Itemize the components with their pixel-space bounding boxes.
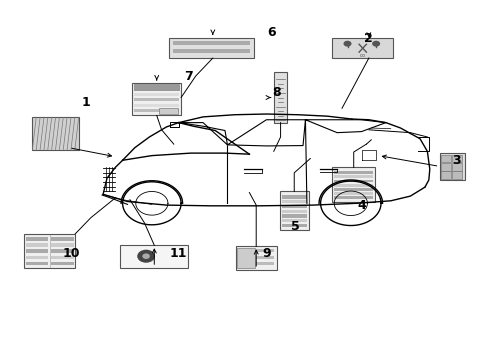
- Bar: [440, 163, 450, 171]
- Bar: [440, 155, 450, 162]
- Bar: [281, 210, 306, 213]
- Bar: [451, 155, 462, 162]
- Text: 7: 7: [183, 69, 192, 82]
- Circle shape: [137, 250, 155, 263]
- Text: oo: oo: [359, 53, 365, 58]
- Bar: [333, 180, 372, 183]
- Bar: [333, 184, 372, 186]
- Bar: [279, 191, 308, 230]
- Bar: [281, 195, 306, 199]
- Bar: [25, 262, 48, 265]
- Bar: [159, 108, 177, 114]
- Bar: [281, 219, 306, 222]
- Text: 9: 9: [262, 247, 270, 260]
- Bar: [172, 49, 250, 53]
- Bar: [273, 72, 287, 123]
- Bar: [440, 171, 450, 179]
- Bar: [120, 244, 188, 268]
- Bar: [281, 214, 306, 217]
- Bar: [451, 163, 462, 171]
- Bar: [25, 256, 48, 259]
- Bar: [134, 109, 179, 112]
- Bar: [134, 84, 179, 91]
- Bar: [51, 256, 74, 259]
- Bar: [256, 262, 273, 265]
- Bar: [32, 117, 79, 149]
- Bar: [281, 224, 306, 227]
- Bar: [331, 167, 374, 202]
- Bar: [451, 171, 462, 179]
- Bar: [281, 205, 306, 208]
- Bar: [172, 41, 250, 45]
- Text: 2: 2: [364, 32, 372, 45]
- Text: 6: 6: [266, 27, 275, 40]
- Circle shape: [142, 253, 150, 259]
- Bar: [439, 153, 464, 180]
- Bar: [281, 200, 306, 203]
- Bar: [25, 249, 48, 253]
- Bar: [333, 171, 372, 174]
- Text: 1: 1: [81, 96, 90, 109]
- Bar: [134, 98, 179, 101]
- Text: 10: 10: [62, 247, 80, 260]
- Bar: [51, 262, 74, 265]
- Bar: [51, 243, 74, 247]
- Bar: [134, 104, 179, 107]
- Bar: [132, 83, 181, 116]
- Bar: [51, 249, 74, 253]
- Bar: [25, 237, 48, 240]
- Bar: [51, 237, 74, 240]
- Circle shape: [371, 41, 379, 47]
- Bar: [134, 93, 179, 96]
- Bar: [237, 248, 254, 268]
- Text: 8: 8: [271, 86, 280, 99]
- Bar: [333, 175, 372, 178]
- Bar: [333, 196, 372, 199]
- Bar: [331, 39, 392, 58]
- Bar: [333, 188, 372, 190]
- Text: 11: 11: [169, 247, 187, 260]
- Circle shape: [343, 41, 351, 47]
- Bar: [333, 192, 372, 195]
- Bar: [24, 234, 75, 268]
- Bar: [256, 256, 273, 259]
- Bar: [256, 249, 273, 252]
- Text: 5: 5: [291, 220, 300, 233]
- Bar: [168, 39, 254, 58]
- Text: 4: 4: [356, 199, 365, 212]
- Bar: [25, 243, 48, 247]
- Bar: [235, 246, 277, 270]
- Text: 3: 3: [451, 154, 460, 167]
